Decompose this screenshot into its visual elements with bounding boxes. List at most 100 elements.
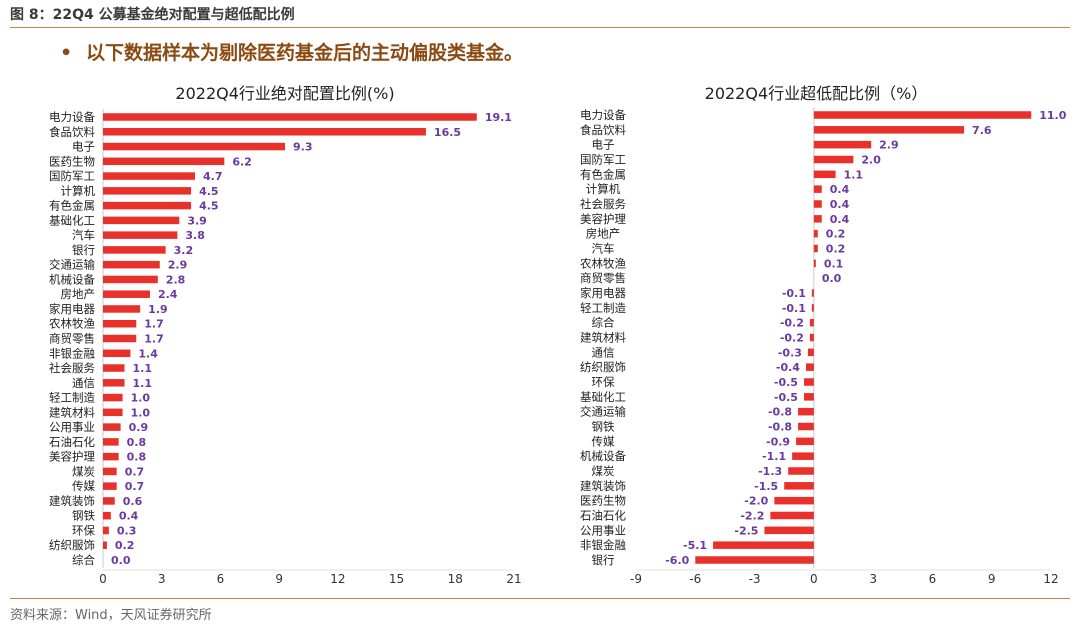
abs-value-label: 2.4 (158, 288, 178, 301)
top-divider (10, 27, 1070, 28)
abs-bar (103, 246, 166, 254)
bullet-icon: • (60, 42, 73, 64)
rel-x-tick-label: 0 (810, 572, 818, 586)
rel-category-label: 商贸零售 (580, 271, 626, 285)
abs-category-label: 非银金融 (49, 346, 95, 360)
abs-category-label: 汽车 (72, 228, 95, 242)
abs-value-label: 6.2 (232, 155, 252, 168)
abs-bar (103, 526, 109, 535)
abs-category-label: 电子 (72, 140, 95, 154)
abs-value-label: 0.6 (123, 495, 143, 508)
abs-category-label: 医药生物 (49, 154, 95, 168)
rel-bar (713, 541, 814, 549)
rel-category-label: 电子 (592, 138, 615, 152)
abs-bar (103, 364, 125, 372)
rel-value-label: -0.5 (774, 376, 798, 389)
rel-category-label: 食品饮料 (580, 123, 626, 137)
rel-value-label: 2.9 (879, 139, 899, 152)
rel-bar (764, 526, 814, 535)
rel-value-label: -2.5 (734, 524, 758, 537)
rel-x-tick-label: -6 (689, 572, 701, 586)
abs-category-label: 房地产 (61, 287, 96, 301)
rel-category-label: 公用事业 (580, 523, 626, 537)
rel-value-label: 0.4 (830, 198, 850, 211)
rel-bar (796, 437, 814, 446)
rel-category-label: 电力设备 (580, 108, 626, 122)
abs-category-label: 国防军工 (49, 169, 95, 183)
abs-bar (103, 172, 195, 180)
abs-category-label: 农林牧渔 (49, 317, 95, 331)
rel-bar (803, 378, 814, 386)
abs-value-label: 0.3 (117, 524, 137, 537)
abs-value-label: 0.8 (127, 451, 146, 464)
abs-bar (103, 260, 160, 269)
rel-bar (813, 140, 872, 149)
abs-bar (103, 201, 192, 210)
rel-bar (774, 496, 814, 505)
rel-bar (788, 467, 814, 475)
rel-bar (811, 304, 814, 312)
rel-category-label: 综合 (592, 316, 615, 330)
rel-category-label: 农林牧渔 (580, 256, 626, 270)
abs-value-label: 2.9 (168, 259, 188, 272)
rel-category-label: 国防军工 (580, 153, 626, 167)
rel-category-label: 银行 (592, 553, 615, 567)
abs-x-tick-label: 21 (506, 572, 521, 586)
abs-value-label: 1.0 (131, 406, 151, 419)
rel-value-label: -2.2 (740, 510, 764, 523)
abs-bar (103, 113, 477, 121)
abs-bar (103, 128, 426, 136)
rel-category-label: 非银金融 (580, 538, 626, 552)
abs-value-label: 1.9 (148, 303, 168, 316)
rel-bar (805, 363, 814, 371)
abs-category-label: 煤炭 (72, 464, 95, 478)
rel-bar (813, 185, 822, 193)
abs-category-label: 商贸零售 (49, 332, 95, 346)
abs-bar (103, 423, 121, 431)
abs-x-tick-label: 9 (275, 572, 283, 586)
abs-value-label: 3.8 (185, 229, 205, 242)
rel-category-label: 美容护理 (580, 212, 626, 226)
rel-category-label: 基础化工 (580, 390, 626, 404)
abs-category-label: 石油石化 (49, 435, 95, 449)
abs-bar (103, 497, 115, 505)
abs-bar (103, 541, 107, 549)
rel-x-tick-label: -3 (749, 572, 761, 586)
rel-x-tick-label: 3 (869, 572, 877, 586)
rel-value-label: -0.1 (782, 302, 806, 315)
abs-bar (103, 393, 123, 402)
abs-category-label: 综合 (72, 553, 95, 567)
abs-bar (103, 187, 192, 195)
abs-value-label: 1.1 (133, 362, 153, 375)
abs-bar (103, 349, 131, 358)
abs-bar (103, 231, 178, 239)
rel-bar (813, 170, 836, 179)
rel-value-label: -0.2 (780, 332, 804, 345)
abs-value-label: 4.5 (199, 200, 219, 213)
rel-value-label: 0.0 (822, 272, 842, 285)
rel-value-label: -0.4 (776, 361, 800, 374)
rel-value-label: 0.4 (830, 183, 850, 196)
rel-category-label: 轻工制造 (580, 301, 626, 315)
rel-bar (807, 348, 814, 357)
abs-category-label: 通信 (72, 376, 95, 390)
abs-category-label: 社会服务 (49, 361, 95, 375)
figure-title: 图 8：22Q4 公募基金绝对配置与超低配比例 (10, 7, 295, 23)
rel-bar (803, 393, 814, 401)
abs-bar (103, 379, 125, 387)
abs-bar (103, 290, 150, 298)
rel-value-label: -0.2 (780, 317, 804, 330)
rel-value-label: -1.5 (754, 480, 778, 493)
rel-x-tick-label: -9 (630, 572, 642, 586)
abs-value-label: 2.8 (166, 273, 186, 286)
rel-bar (813, 200, 822, 208)
abs-category-label: 食品饮料 (49, 125, 95, 139)
bottom-divider (10, 598, 1070, 599)
rel-bar (792, 452, 814, 460)
abs-category-label: 传媒 (72, 479, 95, 493)
rel-value-label: -0.9 (766, 435, 790, 448)
abs-value-label: 3.9 (187, 214, 207, 227)
abs-category-label: 交通运输 (49, 258, 95, 272)
abs-value-label: 1.1 (133, 377, 153, 390)
